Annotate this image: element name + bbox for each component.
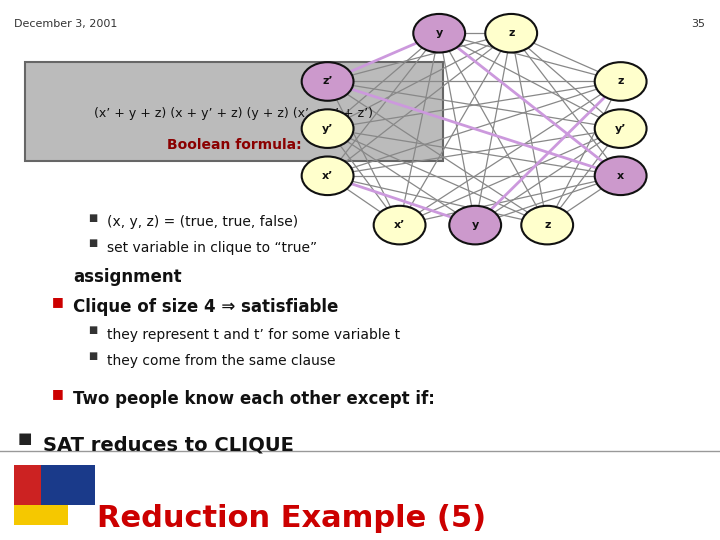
Circle shape bbox=[449, 206, 501, 245]
Text: they come from the same clause: they come from the same clause bbox=[107, 354, 335, 368]
Text: Clique of size 4 ⇒ satisfiable: Clique of size 4 ⇒ satisfiable bbox=[73, 298, 339, 316]
Text: December 3, 2001: December 3, 2001 bbox=[14, 19, 118, 29]
Text: assignment: assignment bbox=[73, 268, 182, 286]
Text: (x’ + y + z) (x + y’ + z) (y + z) (x’ + y’ + z’): (x’ + y + z) (x + y’ + z) (y + z) (x’ + … bbox=[94, 107, 374, 120]
Text: Two people know each other except if:: Two people know each other except if: bbox=[73, 390, 436, 408]
Circle shape bbox=[595, 157, 647, 195]
Text: y’: y’ bbox=[615, 124, 626, 133]
Text: z: z bbox=[618, 77, 624, 86]
Circle shape bbox=[595, 62, 647, 101]
Text: x’: x’ bbox=[394, 220, 405, 230]
Text: SAT reduces to CLIQUE: SAT reduces to CLIQUE bbox=[43, 435, 294, 454]
Text: ■: ■ bbox=[88, 239, 97, 248]
Circle shape bbox=[521, 206, 573, 245]
Text: ■: ■ bbox=[88, 351, 97, 361]
Text: y: y bbox=[436, 28, 443, 38]
Text: ■: ■ bbox=[18, 431, 32, 447]
Text: y: y bbox=[472, 220, 479, 230]
Circle shape bbox=[413, 14, 465, 52]
FancyBboxPatch shape bbox=[25, 62, 443, 161]
Text: set variable in clique to “true”: set variable in clique to “true” bbox=[107, 241, 317, 255]
Text: they represent t and t’ for some variable t: they represent t and t’ for some variabl… bbox=[107, 328, 400, 342]
Circle shape bbox=[302, 157, 354, 195]
Circle shape bbox=[485, 14, 537, 52]
Bar bbox=[14, 485, 68, 525]
Text: x’: x’ bbox=[322, 171, 333, 181]
Bar bbox=[42, 465, 95, 505]
Text: x: x bbox=[617, 171, 624, 181]
Text: z’: z’ bbox=[323, 77, 333, 86]
Text: 35: 35 bbox=[692, 19, 706, 29]
Text: (x, y, z) = (true, true, false): (x, y, z) = (true, true, false) bbox=[107, 215, 297, 230]
Circle shape bbox=[595, 109, 647, 148]
Text: ■: ■ bbox=[52, 387, 63, 400]
Circle shape bbox=[374, 206, 426, 245]
Text: y’: y’ bbox=[322, 124, 333, 133]
Circle shape bbox=[302, 62, 354, 101]
Text: z: z bbox=[544, 220, 550, 230]
Text: ■: ■ bbox=[52, 295, 63, 308]
Text: Boolean formula:: Boolean formula: bbox=[167, 138, 301, 152]
Circle shape bbox=[302, 109, 354, 148]
Text: ■: ■ bbox=[88, 213, 97, 223]
Text: ■: ■ bbox=[88, 325, 97, 335]
Text: Reduction Example (5): Reduction Example (5) bbox=[97, 504, 486, 533]
Text: z: z bbox=[508, 28, 514, 38]
Bar bbox=[14, 465, 41, 505]
